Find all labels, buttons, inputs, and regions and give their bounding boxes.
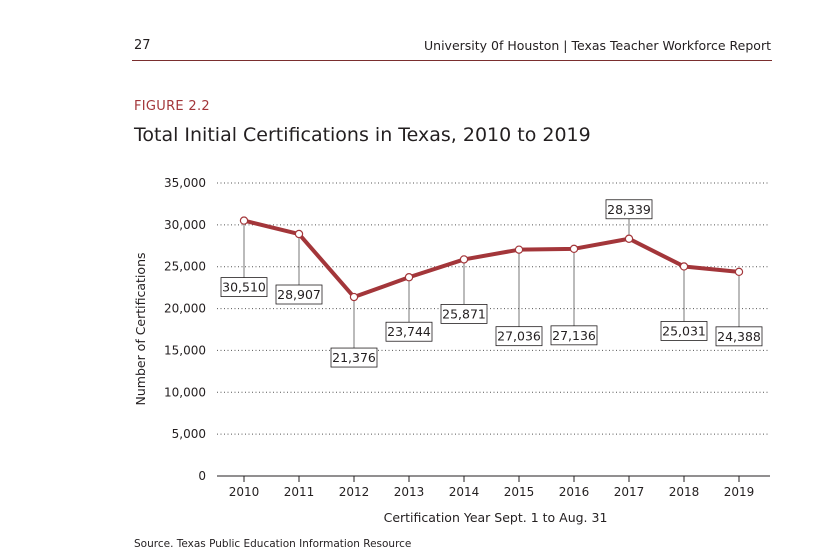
data-label: 27,036 xyxy=(495,326,543,347)
data-label: 21,376 xyxy=(330,347,378,368)
x-tick-label: 2014 xyxy=(449,485,480,499)
data-label-box xyxy=(220,277,268,297)
y-tick-label: 20,000 xyxy=(164,302,206,316)
data-label: 23,744 xyxy=(385,321,433,342)
data-point xyxy=(569,244,579,254)
y-tick-label: 25,000 xyxy=(164,260,206,274)
data-label-box xyxy=(440,304,488,324)
header-rule xyxy=(132,60,772,61)
y-tick-label: 15,000 xyxy=(164,343,206,357)
data-label-text: 27,036 xyxy=(497,329,541,344)
data-label: 30,510 xyxy=(220,277,268,297)
data-point xyxy=(679,262,689,271)
data-point xyxy=(349,292,359,302)
source-note: Source. Texas Public Education Informati… xyxy=(134,538,412,550)
data-point xyxy=(404,273,414,282)
data-label-box xyxy=(275,284,323,305)
data-label: 28,339 xyxy=(605,199,653,220)
data-point xyxy=(459,255,469,264)
data-label-text: 28,339 xyxy=(607,202,651,217)
data-label-text: 24,388 xyxy=(717,329,761,344)
x-tick-label: 2016 xyxy=(559,485,590,499)
page-number: 27 xyxy=(134,38,151,53)
grid-lines xyxy=(217,182,770,435)
data-label: 25,871 xyxy=(440,304,488,324)
y-tick-label: 35,000 xyxy=(164,176,206,190)
data-points xyxy=(239,216,744,302)
x-tick-label: 2010 xyxy=(229,485,260,499)
figure-label: FIGURE 2.2 xyxy=(134,99,210,114)
data-label: 25,031 xyxy=(660,321,708,341)
data-label: 24,388 xyxy=(715,326,763,347)
x-tick-label: 2011 xyxy=(284,485,315,499)
data-label-text: 23,744 xyxy=(387,324,431,339)
data-label: 28,907 xyxy=(275,284,323,305)
x-tick-label: 2012 xyxy=(339,485,370,499)
data-label-box xyxy=(385,321,433,342)
y-tick-label: 30,000 xyxy=(164,218,206,232)
data-point xyxy=(624,234,634,243)
label-leaders xyxy=(243,218,740,349)
figure-title: Total Initial Certifications in Texas, 2… xyxy=(134,124,591,146)
y-tick-labels: 0 5,000 10,000 15,000 20,000 25,000 30,000 35,0… xyxy=(164,176,206,483)
x-tick-label: 2018 xyxy=(669,485,700,499)
x-tick-label: 2013 xyxy=(394,485,425,499)
data-label-box xyxy=(605,199,653,220)
data-label-text: 30,510 xyxy=(222,280,266,295)
data-point xyxy=(294,229,304,239)
y-tick-label: 5,000 xyxy=(172,427,206,441)
data-point xyxy=(239,216,249,225)
data-label-box xyxy=(495,326,543,347)
data-point xyxy=(734,267,744,277)
x-tick-label: 2019 xyxy=(724,485,755,499)
axes xyxy=(217,475,770,482)
data-label-text: 25,871 xyxy=(442,306,486,321)
data-point xyxy=(514,245,524,254)
x-axis-label: Certification Year Sept. 1 to Aug. 31 xyxy=(384,510,608,525)
data-label-text: 21,376 xyxy=(332,350,376,365)
running-head: University 0f Houston | Texas Teacher Wo… xyxy=(424,38,771,53)
x-tick-label: 2015 xyxy=(504,485,535,499)
y-tick-label: 10,000 xyxy=(164,385,206,399)
data-label-box xyxy=(715,326,763,347)
data-labels: 30,510 28,907 21,376 23,744 25,871 27,036 27,1… xyxy=(220,199,763,368)
data-label: 27,136 xyxy=(550,325,598,346)
data-label-box xyxy=(660,321,708,341)
x-tick-label: 2017 xyxy=(614,485,645,499)
data-label-text: 25,031 xyxy=(662,323,706,338)
data-label-box xyxy=(550,325,598,346)
y-axis-label: Number of Certifications xyxy=(133,252,148,405)
data-label-box xyxy=(330,347,378,368)
series-line xyxy=(242,218,741,300)
data-label-text: 27,136 xyxy=(552,328,596,343)
y-tick-label: 0 xyxy=(198,469,206,483)
data-label-text: 28,907 xyxy=(277,287,321,302)
x-tick-labels: 2010 2011 2012 2013 2014 2015 2016 2017 2018 2019 xyxy=(229,485,755,499)
